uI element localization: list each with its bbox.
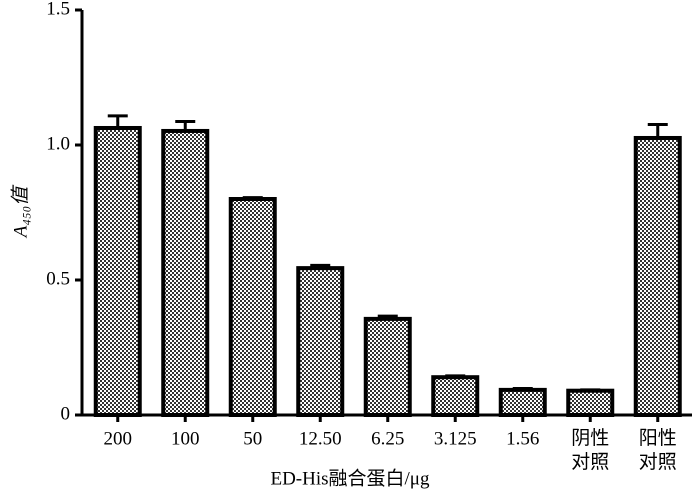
x-tick-label-line: 对照 — [639, 451, 677, 473]
bar — [498, 387, 547, 418]
bar — [363, 316, 412, 418]
bar — [93, 125, 142, 418]
x-tick-label: 6.25 — [371, 428, 404, 449]
x-tick-label: 100 — [171, 428, 200, 449]
bar — [431, 375, 480, 418]
bar — [566, 388, 615, 418]
y-tick-label: 0.5 — [46, 268, 70, 289]
x-tick-label: 3.125 — [434, 428, 477, 449]
y-axis-label: A₄₅₀值 — [10, 184, 31, 239]
y-tick-label: 0 — [61, 403, 71, 424]
y-tick-label: 1.5 — [46, 0, 70, 19]
bar — [296, 266, 345, 417]
x-tick-label: 1.56 — [506, 428, 539, 449]
x-tick-label: 阴性对照 — [571, 427, 609, 473]
bar — [161, 128, 210, 418]
x-axis-label: ED-His融合蛋白/μg — [270, 467, 430, 489]
x-tick-label: 50 — [243, 428, 262, 449]
x-tick-label: 阳性对照 — [639, 427, 677, 473]
x-tick-label-line: 阳性 — [639, 427, 677, 449]
bar — [228, 197, 277, 417]
x-tick-label: 200 — [104, 428, 133, 449]
y-tick-label: 1.0 — [46, 133, 70, 154]
bar — [633, 135, 682, 417]
x-tick-label: 12.50 — [299, 428, 342, 449]
x-tick-label-line: 对照 — [571, 451, 609, 473]
x-tick-label-line: 阴性 — [571, 427, 609, 449]
